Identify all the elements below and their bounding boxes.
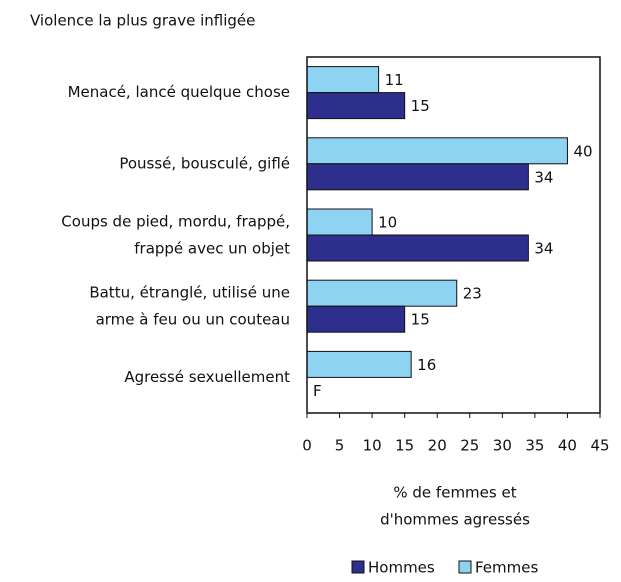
category-label: Coups de pied, mordu, frappé, frappé avec… [61,212,290,257]
x-tick-label: 10 [363,437,382,455]
bar [306,66,380,94]
value-label: 10 [378,214,397,232]
x-tick-label: 15 [395,437,414,455]
bar [306,208,373,236]
x-tick-label: 20 [428,437,447,455]
bar [306,234,529,262]
x-tick-label: 45 [590,437,609,455]
legend-label: Femmes [475,559,538,577]
x-tick-label: 35 [525,437,544,455]
value-label: 34 [534,240,553,258]
legend-label: Hommes [368,559,435,577]
value-label: 11 [385,71,404,89]
bar [306,279,458,307]
value-label: 40 [573,142,592,160]
value-label: 23 [463,285,482,303]
value-label: 15 [411,311,430,329]
bar [306,350,412,378]
value-label: 15 [411,97,430,115]
x-tick-label: 5 [335,437,345,455]
x-tick-label: 40 [558,437,577,455]
category-label: Poussé, bousculé, giflé [119,154,290,172]
bar [306,92,406,120]
x-tick-label: 30 [493,437,512,455]
value-label: F [313,382,322,400]
category-label: Battu, étranglé, utilisé une arme à feu o… [89,283,290,328]
category-label: Agressé sexuellement [124,368,290,386]
bar [306,163,529,191]
bar [306,305,406,333]
legend-swatch [351,560,365,574]
plot-frame [306,56,601,414]
bar [306,137,568,165]
category-label: Menacé, lancé quelque chose [68,83,290,101]
x-tick-label: 25 [460,437,479,455]
x-tick-label: 0 [302,437,312,455]
value-label: 16 [417,356,436,374]
legend-swatch [458,560,472,574]
x-axis-label: % de femmes et d'hommes agressés [380,483,530,528]
chart-title: Violence la plus grave infligée [30,12,255,30]
value-label: 34 [534,168,553,186]
